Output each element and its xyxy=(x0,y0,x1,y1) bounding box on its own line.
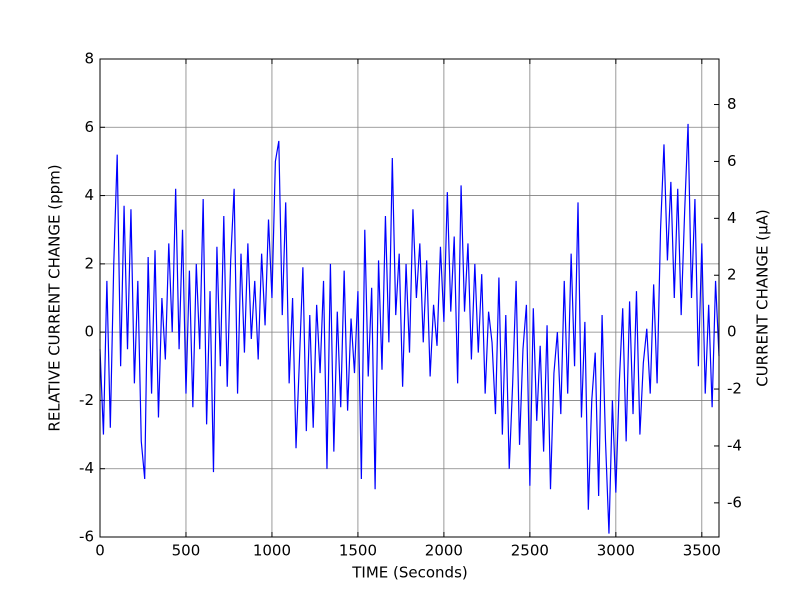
x-tick-label: 2000 xyxy=(425,542,463,560)
x-tick-label: 1000 xyxy=(253,542,291,560)
x-tick-label: 3000 xyxy=(597,542,635,560)
y-tick-label: 8 xyxy=(84,50,94,68)
y-tick-label: 0 xyxy=(84,323,94,341)
y2-tick-label: -6 xyxy=(727,493,742,511)
y2-tick-label: -2 xyxy=(727,380,742,398)
y2-tick-label: -4 xyxy=(727,436,742,454)
y2-tick-label: 2 xyxy=(727,266,737,284)
x-tick-label: 500 xyxy=(172,542,201,560)
y-tick-label: -6 xyxy=(79,528,94,546)
y-tick-label: 2 xyxy=(84,254,94,272)
y-tick-label: 6 xyxy=(84,118,94,136)
y-tick-label: 4 xyxy=(84,186,94,204)
x-tick-label: 3500 xyxy=(683,542,721,560)
y-tick-label: -2 xyxy=(79,391,94,409)
data-line xyxy=(99,123,720,534)
x-tick-label: 1500 xyxy=(339,542,377,560)
x-tick-label: 0 xyxy=(95,542,105,560)
y2-tick-label: 0 xyxy=(727,323,737,341)
plot-frame xyxy=(99,58,720,538)
y-tick-label: -4 xyxy=(79,459,94,477)
y2-tick-label: 6 xyxy=(727,152,737,170)
y-axis-label: RELATIVE CURRENT CHANGE (ppm) xyxy=(46,164,64,431)
y2-tick-label: 8 xyxy=(727,95,737,113)
y2-tick-label: 4 xyxy=(727,209,737,227)
x-axis-label: TIME (Seconds) xyxy=(351,564,468,582)
y2-axis-label: CURRENT CHANGE (μA) xyxy=(754,209,772,387)
x-tick-label: 2500 xyxy=(511,542,549,560)
